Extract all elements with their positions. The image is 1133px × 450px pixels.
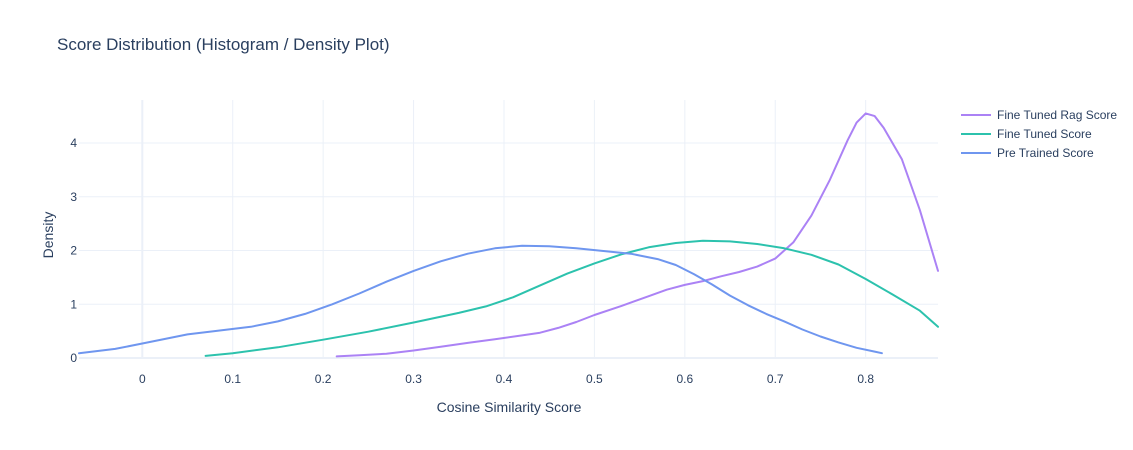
series-line-fine-tuned-rag-score[interactable] [335,112,939,358]
y-tick-label: 4 [70,136,77,150]
legend[interactable]: Fine Tuned Rag Score Fine Tuned Score Pre … [961,108,1117,160]
x-tick-label: 0.4 [496,372,513,386]
x-axis-label: Cosine Similarity Score [437,399,582,415]
y-tick-label: 1 [70,297,77,311]
series-line-fine-tuned-score[interactable] [204,239,939,357]
legend-item-fine-tuned-rag-score[interactable]: Fine Tuned Rag Score [961,108,1117,122]
x-tick-label: 0.8 [857,372,874,386]
x-tick-label: 0.3 [405,372,422,386]
y-tick-label: 2 [70,244,77,258]
x-tick-label: 0.1 [224,372,241,386]
chart-title: Score Distribution (Histogram / Density … [57,35,390,54]
legend-item-pre-trained-score[interactable]: Pre Trained Score [961,146,1094,160]
legend-label: Fine Tuned Score [997,127,1092,141]
x-tick-label: 0.7 [767,372,784,386]
x-tick-label: 0.2 [315,372,332,386]
x-tick-label: 0 [139,372,146,386]
x-axis-ticks: 0 0.1 0.2 0.3 0.4 0.5 0.6 0.7 0.8 [139,372,874,386]
legend-item-fine-tuned-score[interactable]: Fine Tuned Score [961,127,1092,141]
grid [79,100,938,359]
y-tick-label: 0 [70,351,77,365]
series-line-pre-trained-score[interactable] [78,244,883,355]
legend-label: Pre Trained Score [997,146,1094,160]
y-axis-ticks: 0 1 2 3 4 [70,136,77,365]
plot-area[interactable] [78,112,939,358]
legend-label: Fine Tuned Rag Score [997,108,1117,122]
x-tick-label: 0.6 [676,372,693,386]
y-tick-label: 3 [70,190,77,204]
y-axis-label: Density [40,212,56,259]
x-tick-label: 0.5 [586,372,603,386]
